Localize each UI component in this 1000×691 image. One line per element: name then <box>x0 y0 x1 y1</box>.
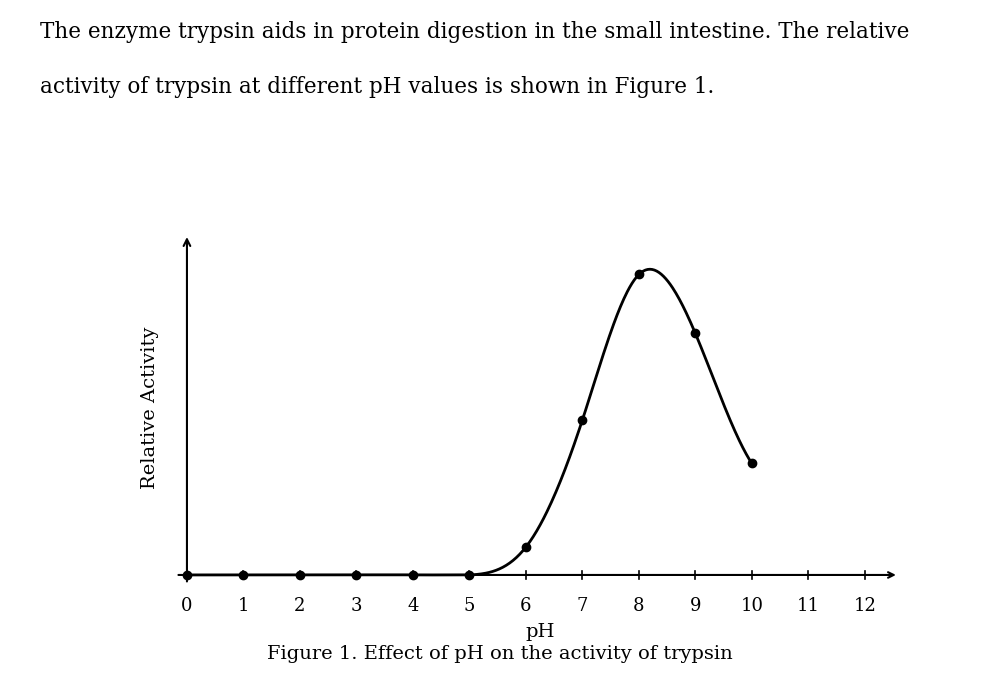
Text: activity of trypsin at different pH values is shown in Figure 1.: activity of trypsin at different pH valu… <box>40 76 714 98</box>
Text: The enzyme trypsin aids in protein digestion in the small intestine. The relativ: The enzyme trypsin aids in protein diges… <box>40 21 909 43</box>
Text: Figure 1. Effect of pH on the activity of trypsin: Figure 1. Effect of pH on the activity o… <box>267 645 733 663</box>
Y-axis label: Relative Activity: Relative Activity <box>141 327 159 489</box>
X-axis label: pH: pH <box>525 623 555 641</box>
